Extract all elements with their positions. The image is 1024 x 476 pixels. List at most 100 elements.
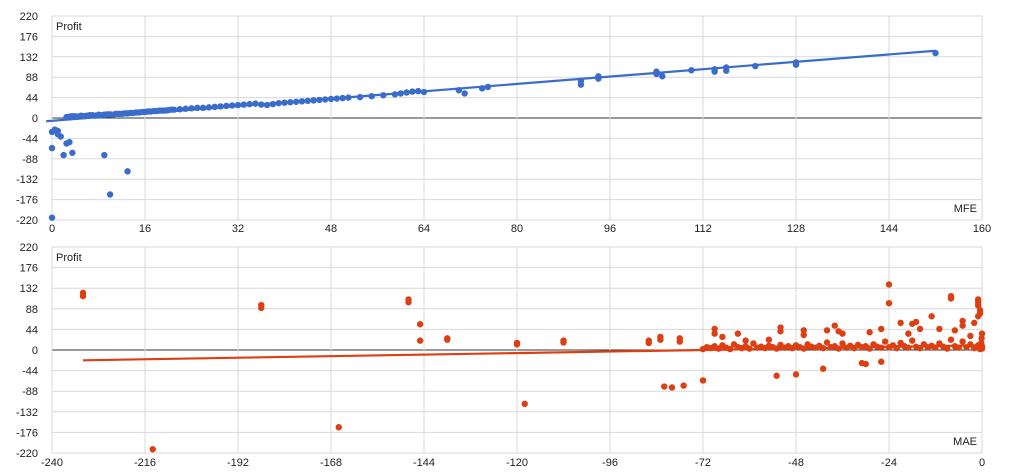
x-tick-label: 112 [694, 223, 712, 235]
data-point [416, 321, 424, 328]
data-point [719, 333, 726, 341]
data-point [124, 168, 131, 175]
x-tick-label: 0 [49, 223, 55, 235]
data-point [912, 318, 920, 326]
data-point [773, 372, 780, 379]
y-tick-label: -220 [16, 215, 38, 227]
data-point [839, 330, 846, 337]
data-point [734, 330, 742, 337]
x-tick-label: -96 [602, 457, 618, 469]
x-tick-label: -216 [134, 457, 156, 469]
data-point [885, 281, 893, 288]
y-tick-label: -176 [16, 195, 38, 207]
chart-panel-1: 220 176 132 88 44 0 -44 -88 -132 -176 -220 0 16 32 48 6… [16, 11, 991, 235]
data-point [971, 319, 978, 327]
data-point [676, 338, 683, 345]
data-point [258, 304, 265, 312]
data-point [335, 424, 342, 431]
data-point [947, 336, 955, 343]
y-tick-label: 220 [20, 11, 38, 23]
data-point [461, 90, 468, 97]
data-point [916, 325, 924, 333]
data-point [951, 327, 959, 334]
y-axis-title: Profit [56, 21, 82, 33]
x-axis-title: MFE [954, 203, 977, 215]
data-point [959, 322, 966, 329]
x-tick-label: -192 [227, 457, 249, 469]
data-point [521, 400, 528, 408]
data-point [862, 360, 869, 368]
data-point [680, 382, 687, 389]
data-point [668, 384, 676, 391]
y-tick-label: 88 [26, 72, 38, 84]
y-tick-label: -132 [16, 407, 38, 419]
y-tick-label: -44 [22, 133, 38, 145]
data-point [936, 325, 943, 333]
plot-frame [51, 15, 983, 221]
y-tick-label: -176 [16, 427, 38, 439]
data-point [959, 317, 966, 325]
x-tick-label: 48 [325, 223, 337, 235]
data-point [967, 332, 974, 340]
data-point [659, 73, 666, 80]
y-tick-label: 44 [26, 324, 38, 336]
data-point [866, 329, 873, 336]
data-point [711, 68, 718, 75]
x-tick-label: -240 [41, 457, 63, 469]
data-point [742, 337, 749, 344]
data-point [765, 336, 773, 343]
data-point [819, 365, 827, 372]
data-point [750, 340, 757, 347]
data-point [878, 325, 885, 333]
data-point [947, 295, 955, 302]
data-point [577, 81, 585, 88]
data-point [149, 446, 156, 453]
y-tick-label: -88 [22, 386, 38, 398]
x-axis-title: MAE [953, 436, 977, 448]
y-tick-label: 88 [26, 304, 38, 316]
data-point [69, 149, 76, 156]
x-tick-label: 32 [232, 223, 244, 235]
x-tick-label: 128 [787, 223, 805, 235]
data-point [405, 299, 412, 306]
data-point [897, 319, 904, 327]
data-point [831, 322, 838, 329]
data-point [792, 61, 800, 68]
data-point [657, 336, 664, 343]
y-tick-label: 176 [20, 263, 38, 275]
data-point [800, 331, 807, 339]
trendline [46, 49, 936, 123]
data-point [792, 371, 800, 378]
data-point [60, 151, 67, 159]
data-point [823, 327, 831, 334]
data-point [645, 339, 652, 347]
data-point [48, 144, 56, 152]
data-point [878, 358, 885, 365]
x-tick-label: 96 [604, 223, 616, 235]
data-point [79, 292, 87, 300]
data-point [978, 335, 985, 342]
x-tick-label: 64 [418, 223, 430, 235]
data-point [101, 151, 108, 159]
x-tick-label: 144 [880, 223, 898, 235]
x-tick-label: -168 [320, 457, 342, 469]
data-point [800, 327, 807, 334]
y-tick-label: 132 [20, 283, 38, 295]
data-point [978, 330, 986, 337]
data-point [106, 191, 114, 198]
data-point [928, 313, 935, 320]
data-point [661, 383, 668, 390]
data-point [881, 338, 889, 345]
data-point [959, 338, 966, 345]
data-point [54, 127, 62, 135]
data-point [48, 214, 56, 221]
x-tick-label: -72 [695, 457, 711, 469]
x-tick-label: 160 [973, 223, 991, 235]
data-point [444, 336, 451, 343]
data-point [66, 138, 73, 146]
x-tick-label: 80 [511, 223, 523, 235]
data-point [723, 67, 730, 74]
data-point [711, 325, 718, 333]
data-point [885, 299, 893, 307]
